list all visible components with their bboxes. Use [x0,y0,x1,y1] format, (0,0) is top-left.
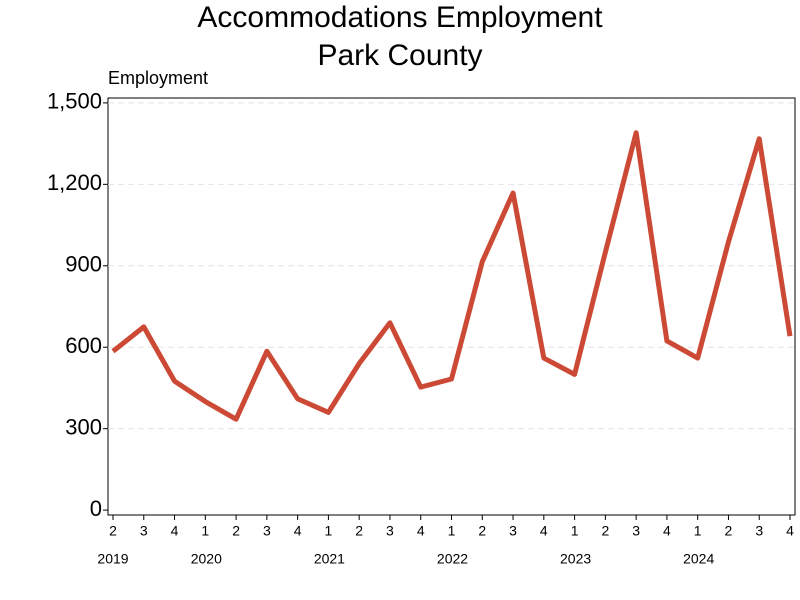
y-axis-label: Employment [108,68,208,88]
x-tick-label: 4 [171,523,179,539]
x-tick-label: 3 [263,523,271,539]
x-tick-label: 2 [232,523,240,539]
x-tick-label: 3 [632,523,640,539]
year-label: 2022 [437,551,468,567]
plot-frame [107,97,796,516]
y-tick-label: 1,200 [47,170,102,195]
x-tick-label: 4 [417,523,425,539]
x-tick-label: 1 [325,523,333,539]
y-tick-label: 600 [65,333,102,358]
x-tick-label: 2 [725,523,733,539]
x-tick-label: 2 [478,523,486,539]
x-tick-label: 3 [140,523,148,539]
x-tick-label: 1 [571,523,579,539]
year-label: 2020 [191,551,222,567]
y-tick-label: 300 [65,414,102,439]
year-label: 2021 [314,551,345,567]
x-tick-label: 3 [509,523,517,539]
y-tick-label: 900 [65,252,102,277]
data-line [111,130,793,422]
year-label: 2024 [683,551,714,567]
x-tick-label: 2 [355,523,363,539]
x-tick-label: 1 [694,523,702,539]
x-tick-label: 4 [663,523,671,539]
x-tick-label: 1 [448,523,456,539]
x-tick-label: 3 [386,523,394,539]
y-tick-label: 1,500 [47,89,102,114]
year-label: 2023 [560,551,591,567]
x-tick-label: 4 [540,523,548,539]
chart-subtitle: Park County [317,39,482,72]
x-tick-label: 1 [201,523,209,539]
chart-title: Accommodations Employment [197,1,603,34]
year-label: 2019 [97,551,128,567]
y-tick-label: 0 [90,496,102,521]
x-tick-label: 4 [786,523,794,539]
x-tick-label: 4 [294,523,302,539]
x-tick-label: 3 [755,523,763,539]
x-tick-label: 2 [109,523,117,539]
x-tick-label: 2 [601,523,609,539]
